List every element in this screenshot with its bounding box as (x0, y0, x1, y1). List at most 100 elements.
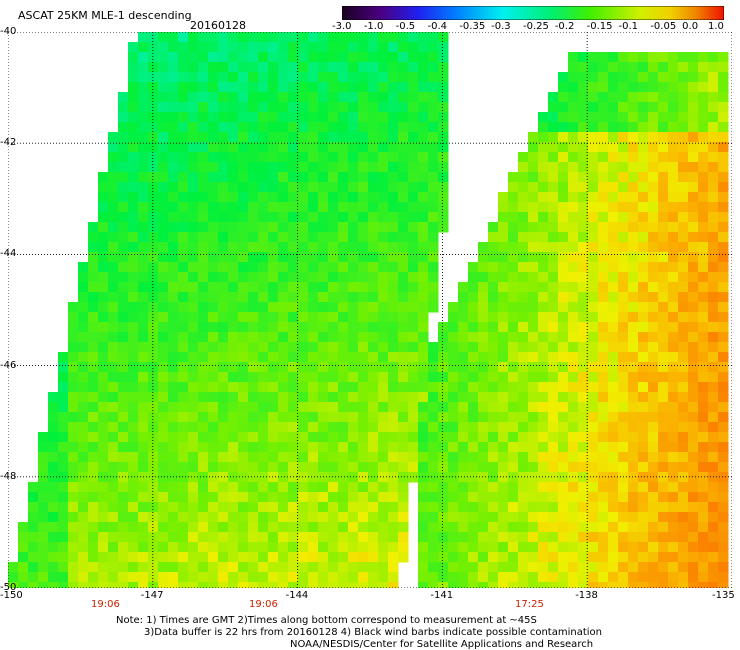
data-pixel (288, 392, 299, 403)
data-pixel (268, 32, 279, 43)
data-pixel (238, 62, 249, 73)
data-pixel (608, 402, 619, 413)
data-pixel (678, 252, 689, 263)
data-pixel (138, 312, 149, 323)
data-pixel (348, 572, 359, 583)
data-pixel (328, 382, 339, 393)
data-pixel (188, 162, 199, 173)
data-pixel (368, 192, 379, 203)
graticule (8, 32, 732, 588)
data-pixel (448, 402, 459, 413)
data-pixel (548, 132, 559, 143)
data-pixel (318, 62, 329, 73)
data-pixel (628, 572, 639, 583)
data-pixel (138, 102, 149, 113)
data-pixel (378, 552, 389, 563)
data-pixel (108, 482, 119, 493)
data-pixel (408, 262, 419, 273)
data-pixel (398, 402, 409, 413)
data-pixel (618, 542, 629, 553)
data-pixel (418, 182, 429, 193)
data-pixel (368, 162, 379, 173)
data-pixel (138, 242, 149, 253)
data-pixel (338, 232, 349, 243)
data-pixel (558, 332, 569, 343)
data-pixel (658, 362, 669, 373)
data-pixel (368, 322, 379, 333)
data-pixel (258, 192, 269, 203)
data-pixel (118, 502, 129, 513)
data-pixel (368, 582, 379, 588)
data-pixel (358, 112, 369, 123)
data-pixel (238, 582, 249, 588)
data-pixel (398, 222, 409, 233)
data-pixel (138, 282, 149, 293)
data-pixel (418, 202, 429, 213)
data-pixel (668, 442, 679, 453)
data-pixel (438, 362, 449, 373)
data-pixel (668, 242, 679, 253)
data-pixel (218, 382, 229, 393)
data-pixel (688, 392, 699, 403)
data-pixel (468, 322, 479, 333)
data-pixel (318, 392, 329, 403)
data-pixel (278, 292, 289, 303)
data-pixel (218, 162, 229, 173)
data-pixel (618, 112, 629, 123)
data-pixel (148, 452, 159, 463)
data-pixel (178, 252, 189, 263)
data-pixel (638, 362, 649, 373)
data-pixel (428, 262, 439, 273)
data-pixel (88, 492, 99, 503)
colorbar (342, 6, 724, 20)
data-pixel (608, 82, 619, 93)
data-pixel (498, 492, 509, 503)
data-pixel (238, 482, 249, 493)
data-pixel (318, 132, 329, 143)
data-pixel (618, 502, 629, 513)
data-pixel (298, 92, 309, 103)
data-pixel (498, 532, 509, 543)
data-pixel (198, 272, 209, 283)
data-pixel (378, 342, 389, 353)
data-pixel (708, 72, 719, 83)
data-pixel (388, 92, 399, 103)
data-pixel (178, 382, 189, 393)
data-pixel (538, 482, 549, 493)
data-pixel (478, 512, 489, 523)
data-pixel (148, 392, 159, 403)
data-pixel (678, 432, 689, 443)
data-pixel (38, 532, 49, 543)
data-pixel (88, 282, 99, 293)
data-pixel (128, 262, 139, 273)
data-pixel (588, 522, 599, 533)
data-pixel (498, 332, 509, 343)
data-pixel (588, 282, 599, 293)
data-pixel (168, 62, 179, 73)
data-pixel (358, 572, 369, 583)
data-pixel (248, 422, 259, 433)
data-pixel (578, 72, 589, 83)
data-pixel (708, 62, 719, 73)
data-pixel (388, 552, 399, 563)
data-pixel (668, 272, 679, 283)
data-pixel (338, 42, 349, 53)
data-pixel (698, 352, 709, 363)
data-pixel (558, 142, 569, 153)
data-pixel (238, 252, 249, 263)
data-pixel (288, 582, 299, 588)
data-pixel (48, 402, 59, 413)
data-pixel (88, 432, 99, 443)
data-pixel (198, 142, 209, 153)
data-pixel (628, 512, 639, 523)
data-pixel (128, 142, 139, 153)
data-pixel (538, 142, 549, 153)
data-pixel (548, 212, 559, 223)
data-pixel (308, 442, 319, 453)
data-pixel (638, 102, 649, 113)
data-pixel (538, 162, 549, 173)
data-pixel (488, 432, 499, 443)
data-pixel (78, 462, 89, 473)
data-pixel (528, 332, 539, 343)
data-pixel (68, 492, 79, 503)
